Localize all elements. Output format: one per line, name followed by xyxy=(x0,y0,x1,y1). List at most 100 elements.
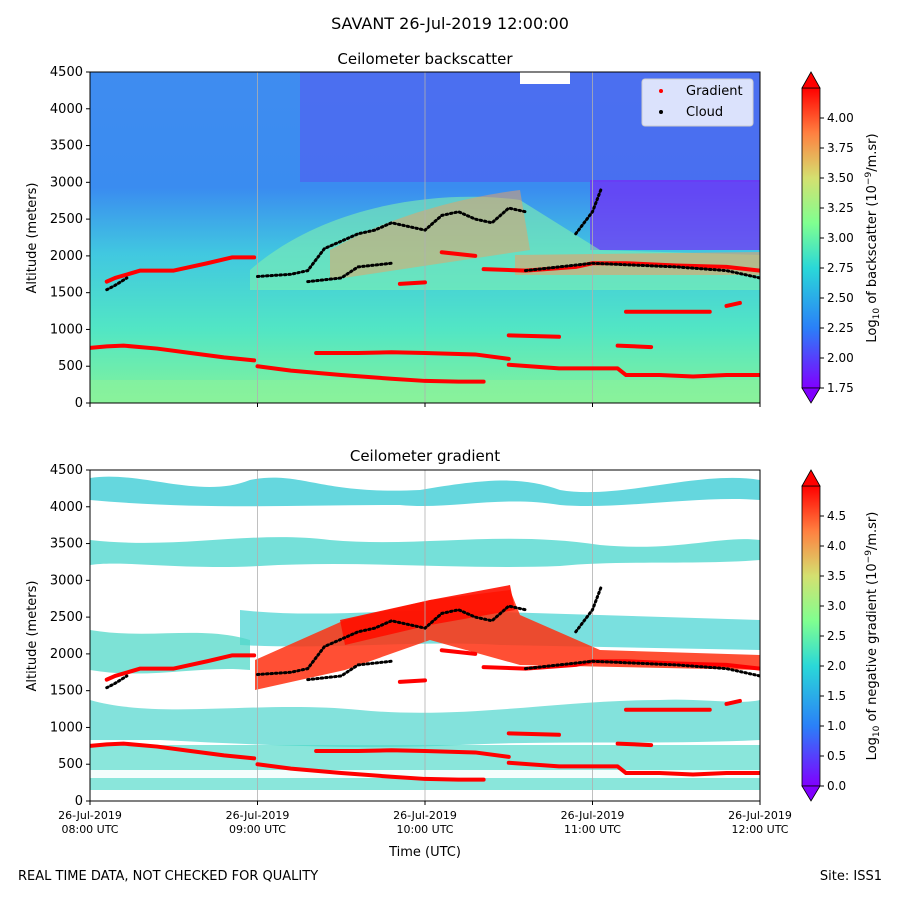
x-tick-label: 26-Jul-2019 xyxy=(226,809,290,822)
gradient-title: Ceilometer gradient xyxy=(350,447,500,465)
gradient-series-segment xyxy=(506,362,760,379)
colorbar-tick-label: 3.75 xyxy=(827,141,854,155)
y-tick-label: 4500 xyxy=(50,65,83,80)
colorbar-tick-label: 3.25 xyxy=(827,201,854,215)
colorbar-extend-max xyxy=(801,469,821,487)
y-tick-label: 1500 xyxy=(50,684,83,699)
legend-cloud-label: Cloud xyxy=(686,105,723,120)
y-tick-label: 3000 xyxy=(50,175,83,190)
y-tick-label: 1000 xyxy=(50,322,83,337)
gradient-series-segment xyxy=(615,741,654,748)
gradient-series-segment xyxy=(397,280,427,286)
backscatter-y-axis-label: Altitude (meters) xyxy=(25,183,40,294)
legend-gradient-marker xyxy=(659,89,663,93)
colorbar-tick-label: 4.00 xyxy=(827,111,854,125)
x-axis-label: Time (UTC) xyxy=(388,845,461,860)
cloud-series-segment xyxy=(105,674,129,690)
colorbar-tick-label: 2.75 xyxy=(827,261,854,275)
cloud-series-segment xyxy=(105,276,129,292)
y-tick-label: 1500 xyxy=(50,286,83,301)
y-tick-label: 3000 xyxy=(50,573,83,588)
legend-cloud-marker xyxy=(659,110,663,114)
colorbar-extend-min xyxy=(801,785,821,802)
gradient-y-axis-label: Altitude (meters) xyxy=(25,581,40,692)
cloud-series-segment xyxy=(574,586,603,634)
colorbar-tick-label: 3.50 xyxy=(827,171,854,185)
y-tick-label: 2500 xyxy=(50,212,83,227)
legend-gradient-label: Gradient xyxy=(686,84,743,99)
gradient-series-segment xyxy=(314,748,511,759)
x-tick-label: 26-Jul-2019 xyxy=(728,809,792,822)
gradient-series-segment xyxy=(724,698,742,706)
cloud-series-segment xyxy=(524,659,760,678)
colorbar-tick-label: 1.5 xyxy=(827,689,846,703)
colorbar-tick-label: 2.50 xyxy=(827,291,854,305)
backscatter-title: Ceilometer backscatter xyxy=(337,50,513,68)
colorbar-tick-label: 4.5 xyxy=(827,509,846,523)
colorbar-tick-label: 3.5 xyxy=(827,569,846,583)
gradient-series-segment xyxy=(90,343,257,363)
colorbar-tick-label: 3.00 xyxy=(827,231,854,245)
colorbar-tick-label: 0.0 xyxy=(827,779,846,793)
gradient-series-segment xyxy=(506,731,561,737)
gradient-series-segment xyxy=(506,333,561,339)
gradient-panel: 0 500 1000 1500 2000 2500 3000 3500 4000 4500 26-… xyxy=(25,447,882,860)
cloud-series-segment xyxy=(256,604,527,676)
colorbar-tick-label: 2.25 xyxy=(827,321,854,335)
colorbar-tick-label: 1.75 xyxy=(827,381,854,395)
cloud-series-segment xyxy=(256,206,527,278)
backscatter-colorbar-label: Log10 of backscatter (10−9/m.sr) xyxy=(864,133,882,342)
y-tick-label: 0 xyxy=(75,794,83,809)
y-tick-label: 2000 xyxy=(50,249,83,264)
colorbar-tick-label: 2.0 xyxy=(827,659,846,673)
colorbar-extend-min xyxy=(801,387,821,404)
colorbar-tick-label: 2.00 xyxy=(827,351,854,365)
gradient-series-segment xyxy=(255,364,486,384)
y-tick-label: 4000 xyxy=(50,102,83,117)
backscatter-panel: 0 500 1000 1500 2000 2500 3000 3500 4000 4500 Cei… xyxy=(25,50,882,411)
colorbar-tick-label: 1.0 xyxy=(827,719,846,733)
gradient-series-segment xyxy=(724,300,742,308)
y-tick-label: 1000 xyxy=(50,720,83,735)
footer-quality-note: REAL TIME DATA, NOT CHECKED FOR QUALITY xyxy=(18,869,319,884)
legend: Gradient Cloud xyxy=(641,78,754,127)
colorbar-tick-label: 2.5 xyxy=(827,629,846,643)
gradient-series-segment xyxy=(255,762,486,782)
y-tick-label: 3500 xyxy=(50,139,83,154)
y-tick-label: 4000 xyxy=(50,500,83,515)
y-tick-label: 500 xyxy=(58,359,83,374)
footer-site: Site: ISS1 xyxy=(819,869,882,884)
y-tick-label: 4500 xyxy=(50,463,83,478)
x-tick-label: 26-Jul-2019 xyxy=(393,809,457,822)
figure-title: SAVANT 26-Jul-2019 12:00:00 xyxy=(331,14,569,33)
y-tick-label: 500 xyxy=(58,757,83,772)
colorbar-tick-label: 3.0 xyxy=(827,599,846,613)
cloud-series-segment xyxy=(306,261,393,284)
gradient-colorbar-label: Log10 of negative gradient (10−9/m.sr) xyxy=(864,512,882,761)
y-tick-label: 2000 xyxy=(50,647,83,662)
gradient-colorbar: 0.0 0.5 1.0 1.5 2.0 2.5 3.0 3.5 4.0 4.5 Log10 of … xyxy=(801,469,882,802)
y-tick-label: 0 xyxy=(75,396,83,411)
x-tick-label: 26-Jul-2019 xyxy=(58,809,122,822)
gradient-series-segment xyxy=(314,350,511,361)
gradient-series-segment xyxy=(397,678,427,684)
y-tick-label: 3500 xyxy=(50,537,83,552)
gradient-series-segment xyxy=(615,343,654,350)
gradient-series-segment xyxy=(104,255,257,284)
gradient-series-segment xyxy=(506,760,760,777)
x-tick-label: 09:00 UTC xyxy=(229,823,286,836)
cloud-series-segment xyxy=(306,659,393,682)
gradient-series-segment xyxy=(439,648,478,656)
x-tick-label: 10:00 UTC xyxy=(396,823,453,836)
colorbar-tick-label: 4.0 xyxy=(827,539,846,553)
x-tick-label: 08:00 UTC xyxy=(61,823,118,836)
cloud-series-segment xyxy=(574,188,603,236)
gradient-series-segment xyxy=(90,741,257,761)
y-tick-label: 2500 xyxy=(50,610,83,625)
gradient-series-segment xyxy=(104,653,257,682)
backscatter-colorbar: 1.75 2.00 2.25 2.50 2.75 3.00 3.25 3.50 3.75 4.00… xyxy=(801,71,882,404)
colorbar-tick-label: 0.5 xyxy=(827,749,846,763)
x-tick-label: 26-Jul-2019 xyxy=(561,809,625,822)
colorbar-extend-max xyxy=(801,71,821,89)
